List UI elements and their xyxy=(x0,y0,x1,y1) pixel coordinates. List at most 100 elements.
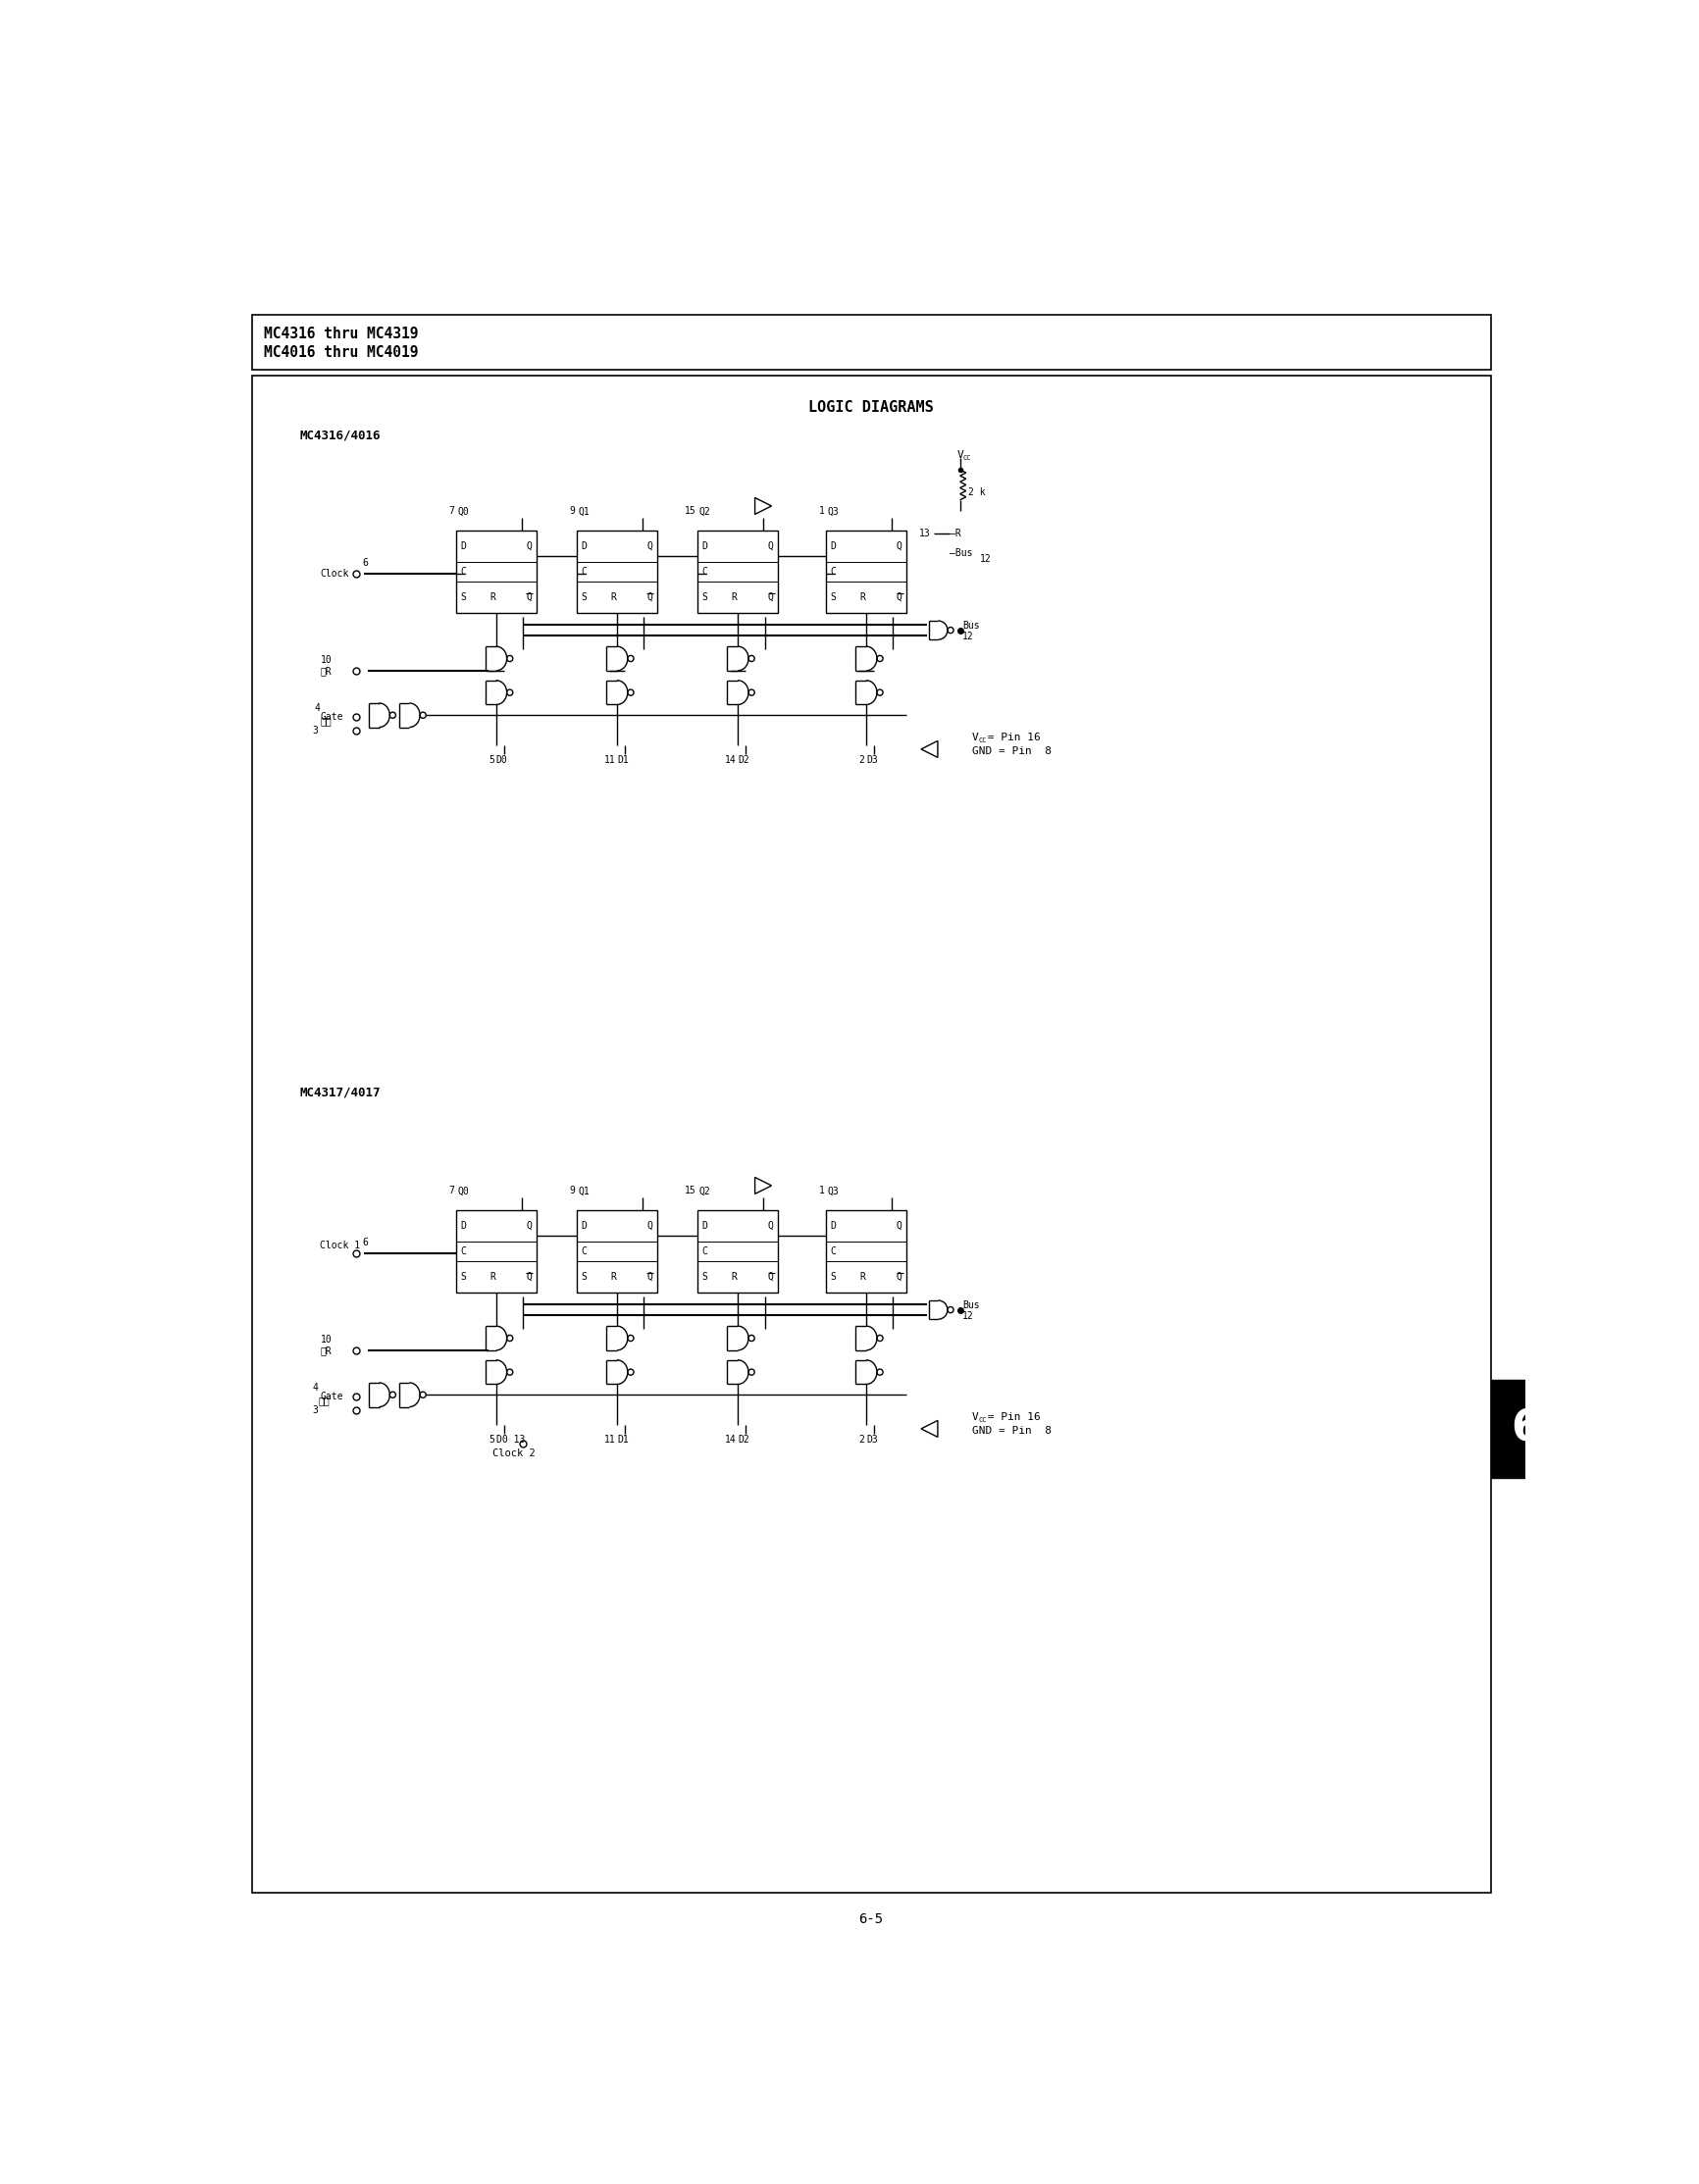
Text: D1: D1 xyxy=(617,756,629,764)
Bar xyxy=(697,1210,778,1293)
Text: R: R xyxy=(489,592,494,603)
Text: 6-5: 6-5 xyxy=(858,1913,883,1926)
Text: Q0: Q0 xyxy=(457,1186,469,1197)
Text: C: C xyxy=(460,1247,466,1256)
Text: 6: 6 xyxy=(1510,1409,1539,1450)
Text: 4: 4 xyxy=(314,703,319,712)
Text: CC: CC xyxy=(977,1417,985,1424)
Text: D1: D1 xyxy=(617,1435,629,1446)
Text: = Pin 16: = Pin 16 xyxy=(980,734,1040,743)
Bar xyxy=(576,531,658,614)
Text: S: S xyxy=(460,1271,466,1282)
Text: Q2: Q2 xyxy=(698,1186,710,1197)
Text: D3: D3 xyxy=(866,1435,877,1446)
Text: 7: 7 xyxy=(449,1186,454,1197)
Text: D: D xyxy=(460,1221,466,1230)
Text: S: S xyxy=(702,592,707,603)
Text: CC: CC xyxy=(977,738,985,745)
Text: MC4016 thru MC4019: MC4016 thru MC4019 xyxy=(263,345,418,360)
Bar xyxy=(697,531,778,614)
Text: Q: Q xyxy=(647,592,652,603)
Text: Q3: Q3 xyxy=(827,1186,839,1197)
Text: = Pin 16: = Pin 16 xyxy=(980,1413,1040,1422)
Text: 11: 11 xyxy=(603,756,615,764)
Text: Q: Q xyxy=(895,592,902,603)
Text: R: R xyxy=(860,592,865,603)
Text: 2: 2 xyxy=(858,756,865,764)
Bar xyxy=(576,1210,658,1293)
Text: 3: 3 xyxy=(313,1404,318,1415)
Text: 10: 10 xyxy=(319,1334,331,1345)
Text: GND = Pin  8: GND = Pin 8 xyxy=(972,747,1052,756)
Text: D2: D2 xyxy=(737,756,749,764)
Text: ᴘᴇ: ᴘᴇ xyxy=(319,716,331,725)
Text: 12: 12 xyxy=(979,555,991,563)
Text: 5: 5 xyxy=(489,1435,494,1446)
Text: D0 13: D0 13 xyxy=(496,1435,525,1446)
Text: Q: Q xyxy=(527,542,532,550)
Text: D0: D0 xyxy=(496,756,508,764)
Text: 2: 2 xyxy=(858,1435,865,1446)
Text: ᴍR: ᴍR xyxy=(319,1345,331,1354)
Text: D: D xyxy=(460,542,466,550)
Text: D: D xyxy=(702,542,707,550)
Text: C: C xyxy=(702,1247,707,1256)
Text: LOGIC DIAGRAMS: LOGIC DIAGRAMS xyxy=(807,400,933,415)
Text: 13: 13 xyxy=(919,529,929,539)
Text: —R: —R xyxy=(948,529,960,539)
Text: Q: Q xyxy=(895,1271,902,1282)
Text: C: C xyxy=(460,568,466,577)
Text: Q1: Q1 xyxy=(578,1186,590,1197)
Text: D: D xyxy=(831,1221,836,1230)
Text: D2: D2 xyxy=(737,1435,749,1446)
Bar xyxy=(455,1210,537,1293)
Text: —Bus: —Bus xyxy=(948,548,972,557)
Text: R: R xyxy=(731,1271,737,1282)
Text: 10: 10 xyxy=(319,655,331,664)
Text: Gate: Gate xyxy=(319,1391,343,1402)
Text: Q: Q xyxy=(527,1221,532,1230)
Text: V: V xyxy=(957,450,963,459)
Text: 3: 3 xyxy=(313,725,318,736)
Text: D: D xyxy=(831,542,836,550)
Bar xyxy=(826,1210,906,1293)
Text: C: C xyxy=(831,568,836,577)
Text: S: S xyxy=(831,1271,836,1282)
Text: V: V xyxy=(972,1413,979,1422)
Text: Q: Q xyxy=(647,1221,652,1230)
Text: D: D xyxy=(581,542,586,550)
Text: C: C xyxy=(702,568,707,577)
Text: Clock 2: Clock 2 xyxy=(493,1448,535,1459)
Text: S: S xyxy=(460,592,466,603)
Text: 2 k: 2 k xyxy=(968,487,985,498)
Text: Clock 1: Clock 1 xyxy=(319,1241,360,1249)
Text: R: R xyxy=(610,592,617,603)
Text: 6: 6 xyxy=(362,559,367,568)
Text: 6: 6 xyxy=(362,1238,367,1247)
Text: S: S xyxy=(831,592,836,603)
Text: 5: 5 xyxy=(489,756,494,764)
Text: Q: Q xyxy=(895,1221,902,1230)
Text: D: D xyxy=(581,1221,586,1230)
Text: MC4316 thru MC4319: MC4316 thru MC4319 xyxy=(263,325,418,341)
Text: Q: Q xyxy=(527,1271,532,1282)
Text: R: R xyxy=(731,592,737,603)
Bar xyxy=(251,314,1490,369)
Text: 15: 15 xyxy=(685,1186,695,1197)
Text: S: S xyxy=(581,1271,586,1282)
Text: CC: CC xyxy=(962,454,970,461)
Text: S: S xyxy=(702,1271,707,1282)
Text: C: C xyxy=(581,568,586,577)
Text: MC4317/4017: MC4317/4017 xyxy=(299,1085,381,1099)
Text: D3: D3 xyxy=(866,756,877,764)
Text: 14: 14 xyxy=(724,756,736,764)
Text: Q: Q xyxy=(768,542,773,550)
Text: V: V xyxy=(972,734,979,743)
Text: Q: Q xyxy=(647,1271,652,1282)
Text: 1: 1 xyxy=(819,507,824,515)
Text: Q: Q xyxy=(527,592,532,603)
Text: Q0: Q0 xyxy=(457,507,469,515)
Text: R: R xyxy=(489,1271,494,1282)
Text: Clock: Clock xyxy=(319,568,348,579)
Text: GND = Pin  8: GND = Pin 8 xyxy=(972,1426,1052,1435)
